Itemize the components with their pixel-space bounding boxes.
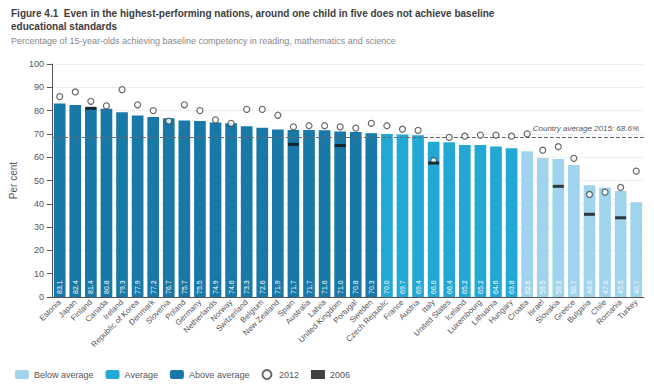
svg-text:70.8: 70.8	[352, 280, 359, 294]
svg-text:Ireland: Ireland	[101, 297, 126, 322]
svg-text:62.6: 62.6	[524, 280, 531, 294]
svg-text:Sweden: Sweden	[347, 297, 375, 325]
svg-text:Chile: Chile	[589, 297, 609, 318]
svg-text:Figure 4.1 Even in the highes: Figure 4.1 Even in the highest-performin…	[11, 8, 495, 19]
svg-text:74.6: 74.6	[228, 280, 235, 294]
svg-text:83.1: 83.1	[56, 280, 63, 294]
svg-text:82.4: 82.4	[72, 280, 79, 294]
svg-text:77.2: 77.2	[150, 280, 157, 294]
svg-text:72.6: 72.6	[259, 280, 266, 294]
svg-text:Israel: Israel	[525, 297, 546, 318]
svg-text:France: France	[381, 297, 406, 322]
svg-text:63.8: 63.8	[508, 280, 515, 294]
svg-text:Slovenia: Slovenia	[143, 297, 172, 326]
svg-text:Italy: Italy	[420, 297, 437, 315]
svg-text:71.9: 71.9	[274, 280, 281, 294]
svg-text:79.3: 79.3	[119, 280, 126, 294]
svg-text:United Kingdom: United Kingdom	[296, 297, 344, 345]
svg-text:United States: United States	[412, 297, 453, 339]
svg-text:Estonia: Estonia	[37, 297, 63, 323]
svg-text:Canada: Canada	[83, 297, 110, 324]
svg-text:50: 50	[34, 176, 44, 186]
svg-text:Spain: Spain	[275, 297, 297, 319]
svg-text:Portugal: Portugal	[331, 297, 359, 326]
svg-text:59.2: 59.2	[555, 280, 562, 294]
svg-text:90: 90	[34, 82, 44, 92]
svg-text:Germany: Germany	[173, 297, 204, 328]
svg-text:Romania: Romania	[594, 297, 624, 327]
svg-text:70: 70	[34, 129, 44, 139]
svg-text:Norway: Norway	[208, 297, 235, 324]
svg-text:Austria: Austria	[397, 297, 421, 321]
svg-text:71.6: 71.6	[321, 280, 328, 294]
svg-text:80.8: 80.8	[103, 280, 110, 294]
svg-text:Japan: Japan	[56, 297, 79, 320]
svg-text:70.3: 70.3	[368, 280, 375, 294]
svg-text:2012: 2012	[279, 370, 299, 380]
svg-text:69.7: 69.7	[399, 280, 406, 294]
svg-text:20: 20	[34, 245, 44, 255]
svg-text:77.9: 77.9	[134, 280, 141, 294]
svg-text:Above average: Above average	[189, 370, 250, 380]
svg-text:59.5: 59.5	[539, 280, 546, 294]
svg-text:69.4: 69.4	[415, 280, 422, 294]
svg-text:Iceland: Iceland	[443, 297, 468, 323]
svg-text:Latvia: Latvia	[306, 297, 328, 320]
svg-text:Belgium: Belgium	[238, 297, 266, 325]
svg-text:New Zealand: New Zealand	[241, 298, 281, 338]
svg-text:56.7: 56.7	[570, 280, 577, 294]
svg-text:60: 60	[34, 152, 44, 162]
svg-text:66.6: 66.6	[430, 280, 437, 294]
svg-text:75.5: 75.5	[196, 280, 203, 294]
svg-text:45.5: 45.5	[617, 280, 624, 294]
svg-text:Switzerland: Switzerland	[214, 297, 250, 334]
svg-text:Croatia: Croatia	[505, 297, 531, 323]
svg-text:Republic of Korea: Republic of Korea	[89, 297, 141, 350]
svg-text:Lithuania: Lithuania	[469, 297, 500, 328]
svg-text:Country average 2015: 68.6%: Country average 2015: 68.6%	[533, 124, 639, 133]
svg-text:Greece: Greece	[552, 297, 578, 323]
svg-text:0: 0	[39, 292, 44, 302]
svg-text:Hungary: Hungary	[487, 297, 515, 326]
svg-text:71.7: 71.7	[290, 280, 297, 294]
svg-text:76.7: 76.7	[165, 280, 172, 294]
svg-text:educational standards: educational standards	[11, 21, 118, 32]
svg-text:100: 100	[29, 59, 44, 69]
svg-text:Below average: Below average	[34, 370, 94, 380]
svg-text:Per cent: Per cent	[8, 162, 19, 199]
svg-text:71.7: 71.7	[306, 280, 313, 294]
svg-text:71.0: 71.0	[337, 280, 344, 294]
svg-text:65.2: 65.2	[477, 280, 484, 294]
svg-text:64.6: 64.6	[492, 280, 499, 294]
svg-text:65.2: 65.2	[461, 280, 468, 294]
svg-text:66.4: 66.4	[446, 280, 453, 294]
svg-text:81.4: 81.4	[87, 280, 94, 294]
svg-text:Netherlands: Netherlands	[181, 297, 219, 335]
svg-text:Luxembourg: Luxembourg	[445, 297, 484, 336]
svg-text:Turkey: Turkey	[616, 298, 639, 321]
svg-text:10: 10	[34, 269, 44, 279]
svg-text:30: 30	[34, 222, 44, 232]
svg-text:40.7: 40.7	[633, 280, 640, 294]
svg-text:40: 40	[34, 199, 44, 209]
svg-text:Australia: Australia	[283, 297, 313, 327]
svg-text:Percentage of 15-year-olds ach: Percentage of 15-year-olds achieving bas…	[11, 36, 396, 46]
svg-text:47.0: 47.0	[602, 280, 609, 294]
svg-text:80: 80	[34, 106, 44, 116]
svg-text:Slovakia: Slovakia	[533, 297, 562, 326]
svg-text:Denmark: Denmark	[127, 297, 157, 328]
svg-text:Average: Average	[125, 370, 158, 380]
svg-text:Czech Republic: Czech Republic	[344, 298, 390, 344]
svg-text:70.0: 70.0	[383, 280, 390, 294]
svg-text:73.3: 73.3	[243, 280, 250, 294]
svg-text:Bulgaria: Bulgaria	[565, 297, 593, 325]
svg-text:Poland: Poland	[163, 297, 188, 322]
svg-text:48.0: 48.0	[586, 280, 593, 294]
svg-text:75.7: 75.7	[181, 280, 188, 294]
svg-text:74.9: 74.9	[212, 280, 219, 294]
svg-text:Finland: Finland	[69, 297, 95, 323]
svg-text:2006: 2006	[330, 370, 350, 380]
